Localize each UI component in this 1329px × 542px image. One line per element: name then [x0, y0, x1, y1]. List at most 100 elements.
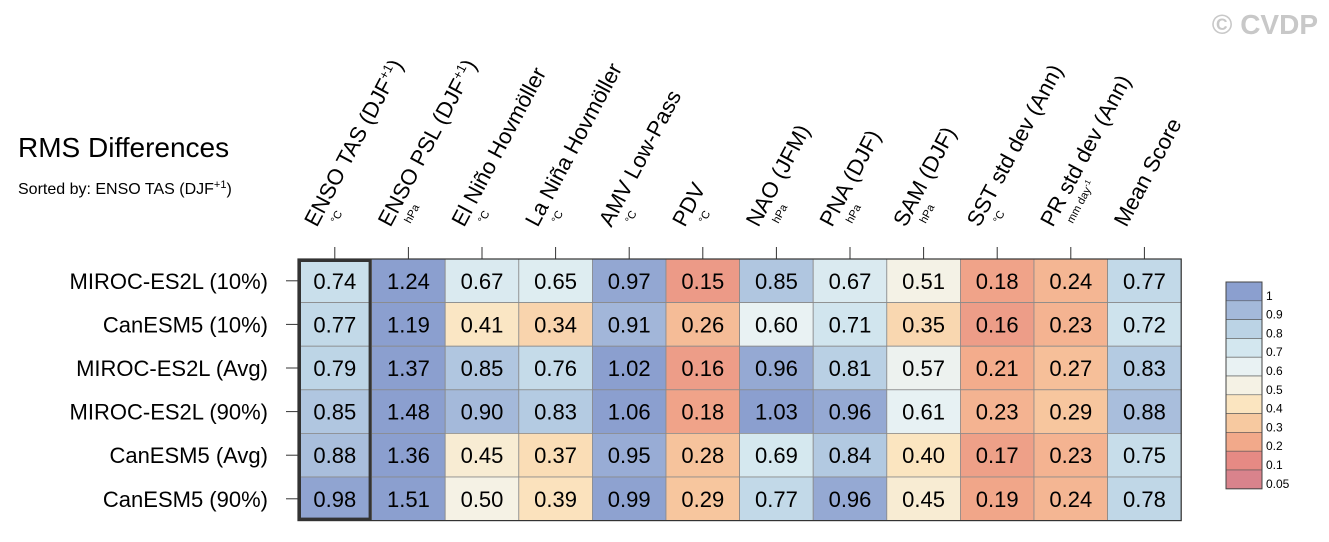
cell-value-label: 0.77	[313, 312, 356, 337]
cell-value-label: 0.45	[461, 443, 504, 468]
cell-value-label: 0.19	[976, 487, 1019, 512]
cell-value-label: 0.69	[755, 443, 798, 468]
heatmap-cell	[1107, 345, 1182, 391]
cell-value-label: 0.18	[976, 269, 1019, 294]
heatmap-cell	[960, 258, 1035, 303]
column-unit-text: °C	[550, 209, 566, 226]
cell-value-label: 0.72	[1123, 312, 1166, 337]
cell-value-label: 0.37	[534, 443, 577, 468]
heatmap-cell	[1033, 302, 1108, 347]
chart-subtitle: Sorted by: ENSO TAS (DJF+1)	[18, 179, 232, 198]
colorbar-legend: 1 0.9 0.8 0.7 0.6 0.5 0.4 0.3 0.2 0.1 0.05	[1225, 281, 1290, 491]
colorbar-tick-label: 0.7	[1266, 345, 1283, 359]
heatmap-cell	[739, 345, 814, 391]
subtitle-close: )	[226, 181, 231, 198]
cell-value-label: 1.19	[387, 312, 430, 337]
cell-value-label: 0.26	[681, 312, 724, 337]
row-label: CanESM5 (90%)	[103, 487, 268, 512]
cell-value-label: 0.16	[976, 312, 1019, 337]
heatmap-cell	[812, 345, 888, 391]
row-label: MIROC-ES2L (90%)	[70, 400, 268, 425]
heatmap-cell	[1107, 476, 1182, 521]
cell-value-label: 0.67	[829, 269, 872, 294]
cell-value-label: 0.65	[534, 269, 577, 294]
heatmap-cell	[665, 389, 740, 434]
cell-value-label: 0.75	[1123, 443, 1166, 468]
heatmap-cell	[1033, 476, 1108, 521]
row-label: MIROC-ES2L (Avg)	[76, 356, 268, 381]
colorbar-tick-label: 0.6	[1266, 364, 1283, 378]
cell-value-label: 0.83	[1123, 356, 1166, 381]
heatmap-cell	[371, 345, 446, 391]
colorbar-swatch	[1225, 338, 1263, 358]
colorbar-swatch	[1225, 469, 1263, 490]
cell-value-label: 0.88	[313, 443, 356, 468]
cell-value-label: 0.95	[608, 443, 651, 468]
column-label-text: Mean Score	[1109, 114, 1187, 230]
column-label-superscript: +1	[376, 62, 396, 82]
cell-value-label: 1.51	[387, 487, 430, 512]
heatmap-cell	[444, 302, 520, 347]
column-unit-text: °C	[329, 209, 345, 226]
colorbar-swatch	[1225, 450, 1263, 471]
heatmap-cell	[886, 432, 961, 478]
heatmap-cell	[518, 432, 593, 478]
heatmap-cell	[1033, 258, 1108, 303]
subtitle-superscript: +1	[214, 179, 227, 191]
column-unit-text: °C	[991, 209, 1007, 226]
colorbar-swatch	[1225, 394, 1263, 414]
cell-value-label: 0.17	[976, 443, 1019, 468]
cell-value-label: 0.61	[902, 400, 945, 425]
heatmap-cell	[1033, 389, 1108, 434]
heatmap-cell	[812, 432, 888, 478]
cell-value-label: 0.29	[1049, 400, 1092, 425]
heatmap-cell	[812, 302, 888, 347]
heatmap-cell	[444, 258, 520, 303]
heatmap-cell	[518, 389, 593, 434]
colorbar-swatch	[1225, 319, 1263, 339]
cell-value-label: 0.67	[461, 269, 504, 294]
colorbar-tick-label: 1	[1266, 289, 1273, 303]
heatmap-cell	[371, 476, 446, 521]
column-unit-label: °C	[476, 209, 492, 226]
cell-value-label: 0.96	[829, 487, 872, 512]
cell-value-label: 1.02	[608, 356, 651, 381]
column-unit-text: °C	[476, 209, 492, 226]
cell-value-label: 0.79	[313, 356, 356, 381]
cell-value-label: 0.23	[976, 400, 1019, 425]
cell-value-label: 0.84	[829, 443, 872, 468]
column-label: Mean Score	[1109, 114, 1187, 230]
cell-value-label: 0.91	[608, 312, 651, 337]
cell-value-label: 0.78	[1123, 487, 1166, 512]
row-label: MIROC-ES2L (10%)	[70, 269, 268, 294]
cell-value-label: 0.34	[534, 312, 577, 337]
cell-value-label: 0.21	[976, 356, 1019, 381]
column-label-superscript: +1	[449, 62, 469, 82]
heatmap-cell	[444, 345, 520, 391]
heatmap-cell	[371, 258, 446, 303]
colorbar-tick-label: 0.9	[1266, 308, 1283, 322]
cell-value-label: 0.90	[461, 400, 504, 425]
cell-value-label: 0.81	[829, 356, 872, 381]
colorbar-swatch	[1225, 432, 1263, 452]
column-unit-label: °C	[623, 209, 639, 226]
heatmap-cell	[960, 345, 1035, 391]
cell-value-label: 0.76	[534, 356, 577, 381]
cell-value-label: 0.45	[902, 487, 945, 512]
colorbar-frame	[1225, 281, 1263, 490]
heatmap-cell	[886, 389, 961, 434]
cell-value-label: 0.24	[1049, 269, 1092, 294]
colorbar-tick-label: 0.05	[1266, 477, 1290, 491]
heatmap-cell	[297, 258, 372, 303]
column-unit-label: °C	[329, 209, 345, 226]
heatmap-cell	[665, 302, 740, 347]
heatmap-cell	[592, 476, 667, 521]
heatmap-cells: 0.74 1.24 0.67 0.65 0.97 0.15 0.85 0.67 0.51 0.18…	[297, 258, 1182, 522]
heatmap-cell	[739, 432, 814, 478]
heatmap-cell	[812, 258, 888, 303]
cell-value-label: 0.40	[902, 443, 945, 468]
heatmap-cell	[739, 258, 814, 303]
cell-value-label: 1.24	[387, 269, 430, 294]
heatmap-cell	[444, 432, 520, 478]
